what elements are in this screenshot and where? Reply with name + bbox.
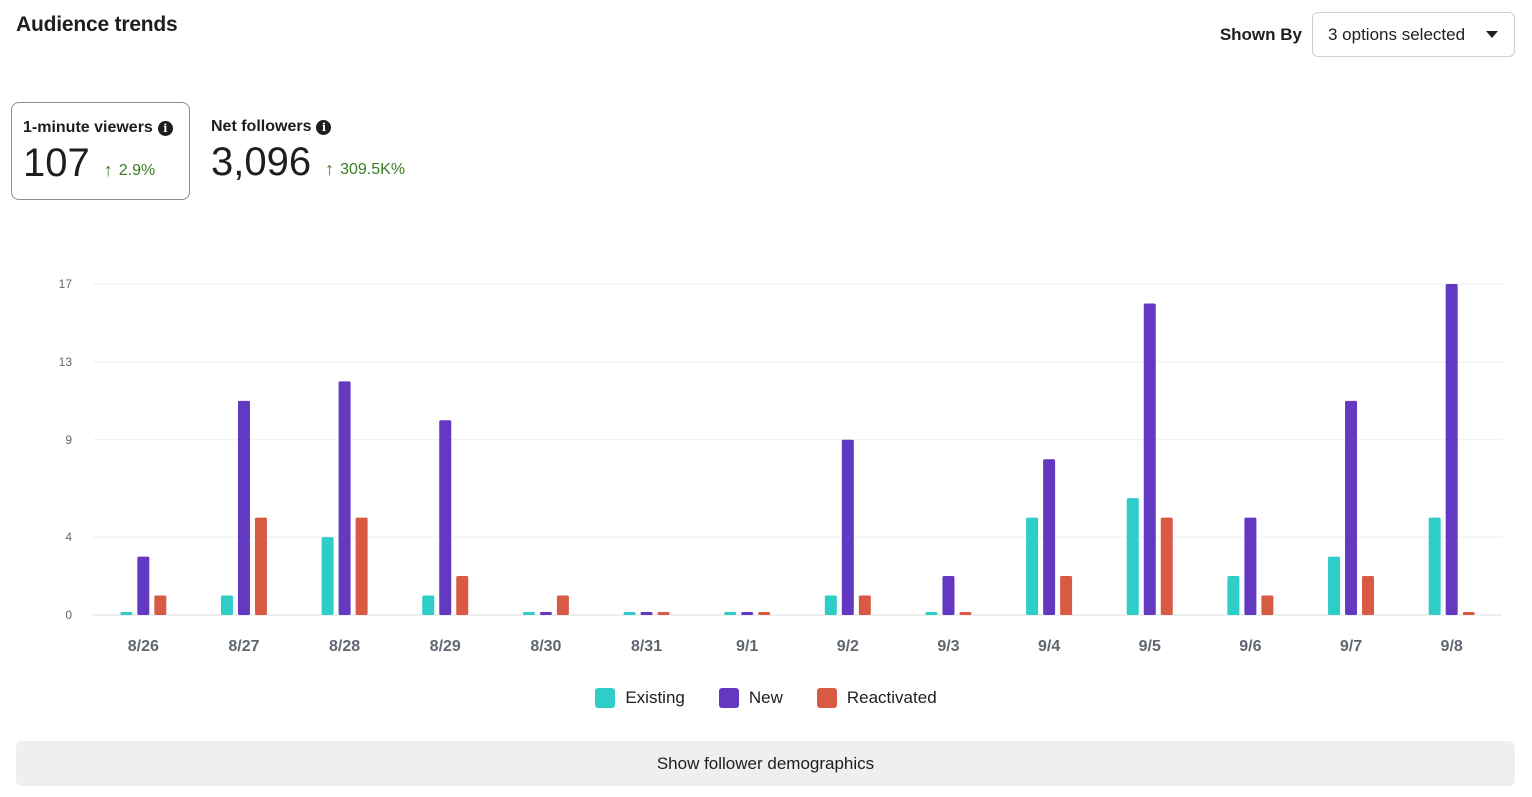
bar-new-9-8 xyxy=(1445,284,1458,615)
x-tick-label: 9/8 xyxy=(1441,638,1463,655)
page-title: Audience trends xyxy=(16,13,178,36)
metric-card-followers[interactable]: Net followers i 3,096 ↑ 309.5K% xyxy=(200,102,440,200)
bar-existing-8-30 xyxy=(522,612,535,615)
arrow-up-icon: ↑ xyxy=(103,160,113,180)
x-tick-label: 9/3 xyxy=(937,638,959,655)
bar-reactivated-8-27 xyxy=(254,517,267,615)
info-icon[interactable]: i xyxy=(316,119,332,135)
y-tick-label: 0 xyxy=(65,608,72,622)
metric-label: Net followers xyxy=(211,118,312,135)
bar-existing-9-6 xyxy=(1227,576,1240,615)
legend-swatch xyxy=(718,688,739,708)
bar-new-8-26 xyxy=(137,556,150,615)
x-tick-label: 8/30 xyxy=(530,638,561,655)
bar-existing-8-31 xyxy=(623,612,636,615)
bar-existing-8-26 xyxy=(120,612,133,615)
info-icon[interactable]: i xyxy=(157,120,173,136)
metric-label: 1-minute viewers xyxy=(23,119,153,136)
bar-reactivated-8-30 xyxy=(556,595,569,615)
show-demographics-button[interactable]: Show follower demographics xyxy=(16,741,1515,786)
metric-value: 107 xyxy=(23,141,90,185)
x-tick-label: 8/29 xyxy=(430,638,461,655)
legend-item-reactivated[interactable]: Reactivated xyxy=(816,688,937,708)
x-tick-label: 8/26 xyxy=(128,638,159,655)
bar-new-8-27 xyxy=(237,400,250,615)
metric-card-viewers[interactable]: 1-minute viewers i 107 ↑ 2.9% xyxy=(11,102,190,200)
bar-new-9-5 xyxy=(1143,303,1156,615)
bar-existing-9-3 xyxy=(925,612,938,615)
bar-reactivated-9-3 xyxy=(959,612,972,615)
bar-new-9-7 xyxy=(1345,400,1358,615)
bar-existing-9-8 xyxy=(1428,517,1441,615)
legend-label: New xyxy=(748,688,783,707)
bar-new-9-6 xyxy=(1244,517,1257,615)
bar-new-9-3 xyxy=(942,576,955,615)
y-tick-label: 17 xyxy=(59,277,73,291)
metric-change: 309.5K% xyxy=(340,160,406,178)
bar-existing-9-4 xyxy=(1026,517,1039,615)
bar-existing-9-7 xyxy=(1328,556,1341,615)
shown-by-value: 3 options selected xyxy=(1328,24,1466,44)
bar-reactivated-9-1 xyxy=(758,612,771,615)
bar-new-8-30 xyxy=(539,612,552,615)
bar-reactivated-9-6 xyxy=(1261,595,1274,615)
bar-reactivated-9-7 xyxy=(1362,576,1375,615)
bar-reactivated-8-26 xyxy=(154,595,167,615)
metric-change: 2.9% xyxy=(118,161,156,179)
legend-swatch xyxy=(595,688,616,708)
y-tick-label: 13 xyxy=(59,355,73,369)
bar-existing-8-27 xyxy=(220,595,233,615)
bar-existing-9-5 xyxy=(1126,498,1139,615)
x-tick-label: 9/4 xyxy=(1038,638,1060,655)
x-tick-label: 8/28 xyxy=(329,638,360,655)
x-tick-label: 9/1 xyxy=(736,638,758,655)
bar-new-8-28 xyxy=(338,381,351,615)
legend-swatch xyxy=(816,688,837,708)
shown-by-control: Shown By 3 options selected xyxy=(1220,12,1515,57)
y-tick-label: 9 xyxy=(65,433,72,447)
bar-chart: 0 4 9 13 17 8/26 8/27 8/28 8/29 8/30 8/31 9/1 9/2 9/3… xyxy=(59,277,1502,655)
bar-new-9-1 xyxy=(741,612,754,615)
y-tick-label: 4 xyxy=(65,530,72,544)
legend-label: Reactivated xyxy=(846,688,937,707)
bar-existing-8-28 xyxy=(321,537,334,615)
bar-reactivated-9-2 xyxy=(858,595,871,615)
shown-by-label: Shown By xyxy=(1219,24,1302,44)
bar-existing-9-1 xyxy=(724,612,737,615)
legend-item-existing[interactable]: Existing xyxy=(595,688,685,708)
bar-reactivated-8-28 xyxy=(355,517,368,615)
bar-new-8-31 xyxy=(640,612,653,615)
x-tick-label: 9/5 xyxy=(1139,638,1161,655)
bar-reactivated-8-29 xyxy=(456,576,469,615)
arrow-up-icon: ↑ xyxy=(325,159,335,179)
bar-new-8-29 xyxy=(439,420,452,615)
chart-legend: Existing New Reactivated xyxy=(0,688,1532,708)
bar-reactivated-9-5 xyxy=(1160,517,1173,615)
x-tick-label: 8/31 xyxy=(631,638,662,655)
bar-reactivated-8-31 xyxy=(657,612,670,615)
x-tick-label: 8/27 xyxy=(228,638,259,655)
bar-existing-8-29 xyxy=(422,595,435,615)
caret-down-icon xyxy=(1486,31,1498,38)
x-tick-label: 9/7 xyxy=(1340,638,1362,655)
legend-item-new[interactable]: New xyxy=(718,688,783,708)
bar-reactivated-9-4 xyxy=(1060,576,1073,615)
bar-new-9-2 xyxy=(841,439,854,615)
metric-value: 3,096 xyxy=(211,140,312,184)
bar-reactivated-9-8 xyxy=(1462,612,1475,615)
bar-new-9-4 xyxy=(1043,459,1056,615)
x-tick-label: 9/6 xyxy=(1239,638,1261,655)
bar-existing-9-2 xyxy=(824,595,837,615)
shown-by-dropdown[interactable]: 3 options selected xyxy=(1312,12,1515,57)
x-tick-label: 9/2 xyxy=(837,638,859,655)
legend-label: Existing xyxy=(625,688,685,707)
